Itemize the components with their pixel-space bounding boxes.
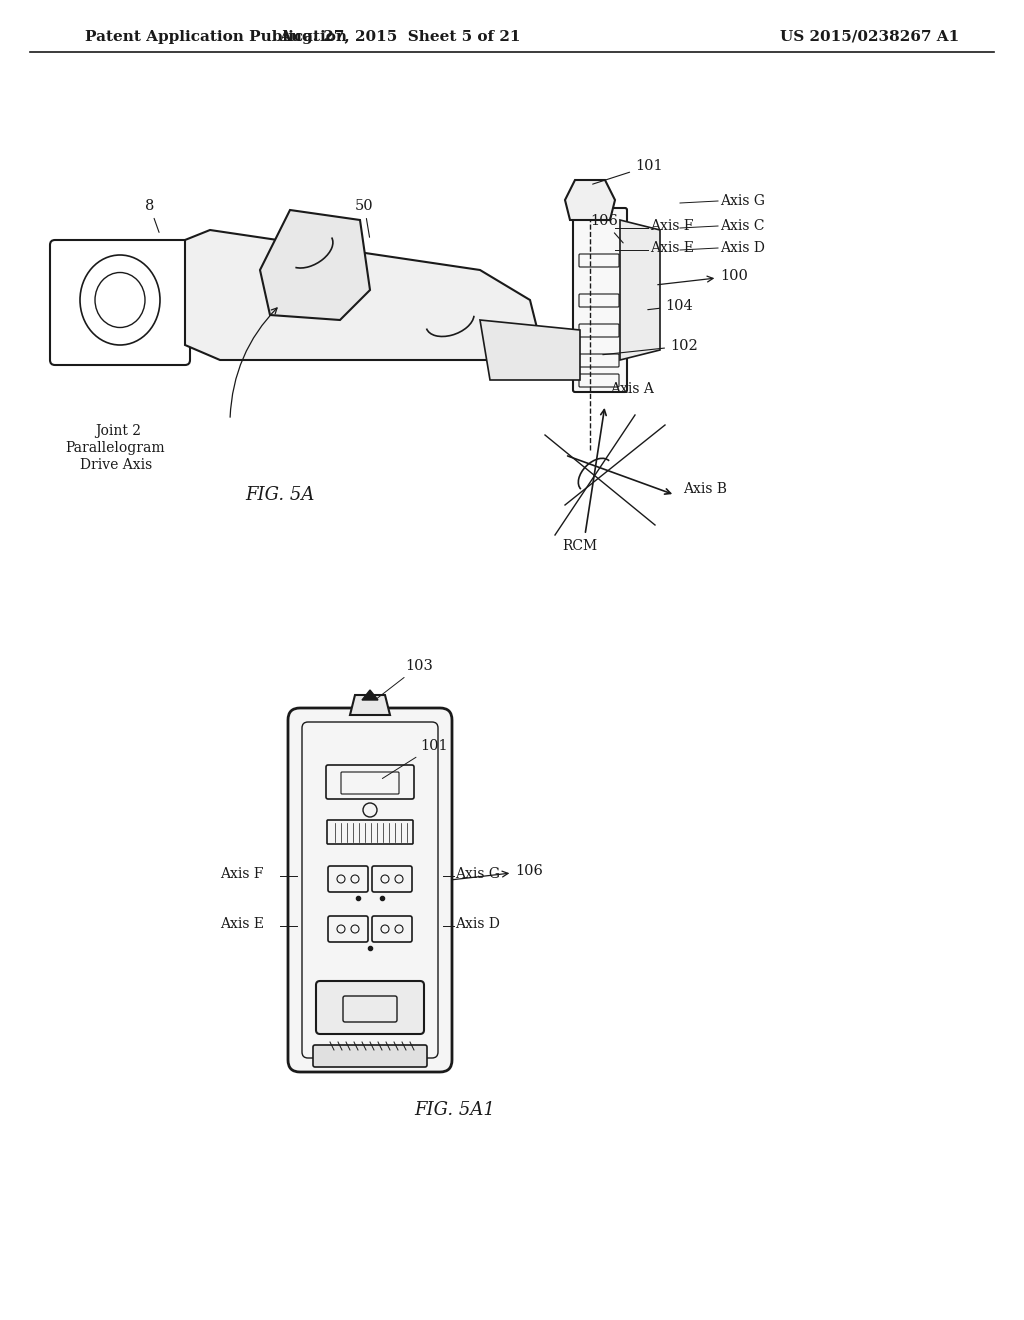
Text: Drive Axis: Drive Axis [80, 458, 153, 473]
FancyBboxPatch shape [573, 209, 627, 392]
Text: US 2015/0238267 A1: US 2015/0238267 A1 [780, 30, 959, 44]
Polygon shape [185, 230, 540, 360]
Text: 50: 50 [355, 199, 374, 238]
Polygon shape [350, 696, 390, 715]
Text: RCM: RCM [562, 539, 598, 553]
Polygon shape [565, 180, 615, 220]
Text: Axis A: Axis A [610, 381, 654, 396]
Text: FIG. 5A1: FIG. 5A1 [415, 1101, 496, 1119]
Text: Axis D: Axis D [720, 242, 765, 255]
FancyBboxPatch shape [288, 708, 452, 1072]
Text: 106: 106 [453, 865, 543, 879]
Text: 101: 101 [593, 158, 663, 185]
Text: Axis C: Axis C [720, 219, 765, 234]
Text: Aug. 27, 2015  Sheet 5 of 21: Aug. 27, 2015 Sheet 5 of 21 [280, 30, 521, 44]
Text: Axis F: Axis F [220, 867, 263, 880]
Text: Axis B: Axis B [683, 482, 727, 496]
Polygon shape [260, 210, 370, 319]
Text: Axis G: Axis G [720, 194, 765, 209]
Text: 100: 100 [657, 269, 748, 285]
Text: FIG. 5A: FIG. 5A [246, 486, 314, 504]
Text: Axis D: Axis D [455, 917, 500, 931]
Polygon shape [620, 220, 660, 360]
Text: Axis G: Axis G [455, 867, 500, 880]
Text: 103: 103 [377, 659, 433, 698]
Text: 8: 8 [145, 199, 159, 232]
Text: Axis E: Axis E [650, 242, 694, 255]
FancyBboxPatch shape [316, 981, 424, 1034]
FancyBboxPatch shape [313, 1045, 427, 1067]
Text: Axis F: Axis F [650, 219, 693, 234]
Text: Axis E: Axis E [220, 917, 264, 931]
Text: Joint 2: Joint 2 [95, 424, 141, 438]
Text: 106: 106 [590, 214, 624, 243]
Polygon shape [362, 690, 378, 700]
Text: 104: 104 [648, 300, 693, 313]
Polygon shape [480, 319, 580, 380]
Text: 101: 101 [382, 739, 447, 779]
Text: Parallelogram: Parallelogram [65, 441, 165, 455]
Text: Patent Application Publication: Patent Application Publication [85, 30, 347, 44]
Text: 102: 102 [603, 339, 697, 355]
